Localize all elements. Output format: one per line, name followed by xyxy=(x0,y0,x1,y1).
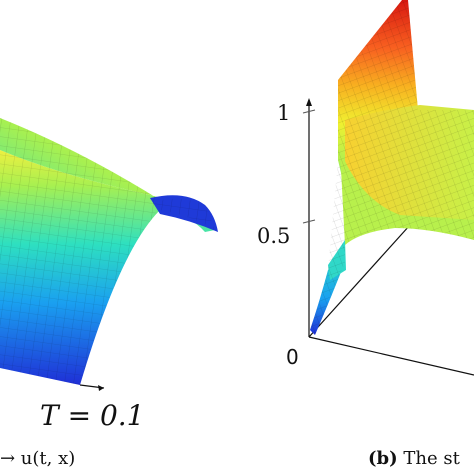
right-axes xyxy=(302,98,474,376)
z-ticks xyxy=(302,109,316,224)
right-caption-fragment: The st xyxy=(403,448,460,469)
left-x-arrow xyxy=(79,384,105,391)
z-tick-label-1: 1 xyxy=(277,101,291,125)
right-surface xyxy=(310,0,474,335)
left-surface xyxy=(0,118,218,385)
y-axis xyxy=(308,224,411,338)
left-caption-fragment: → u(t, x) xyxy=(0,448,76,469)
z-tick-label-0-5: 0.5 xyxy=(257,224,291,248)
x-axis xyxy=(308,336,474,376)
right-panel-label: (b) xyxy=(368,448,398,469)
right-caption: (b) The st xyxy=(368,450,460,468)
z-tick-label-0: 0 xyxy=(286,345,299,369)
left-parameter-label: T = 0.1 xyxy=(40,399,145,432)
